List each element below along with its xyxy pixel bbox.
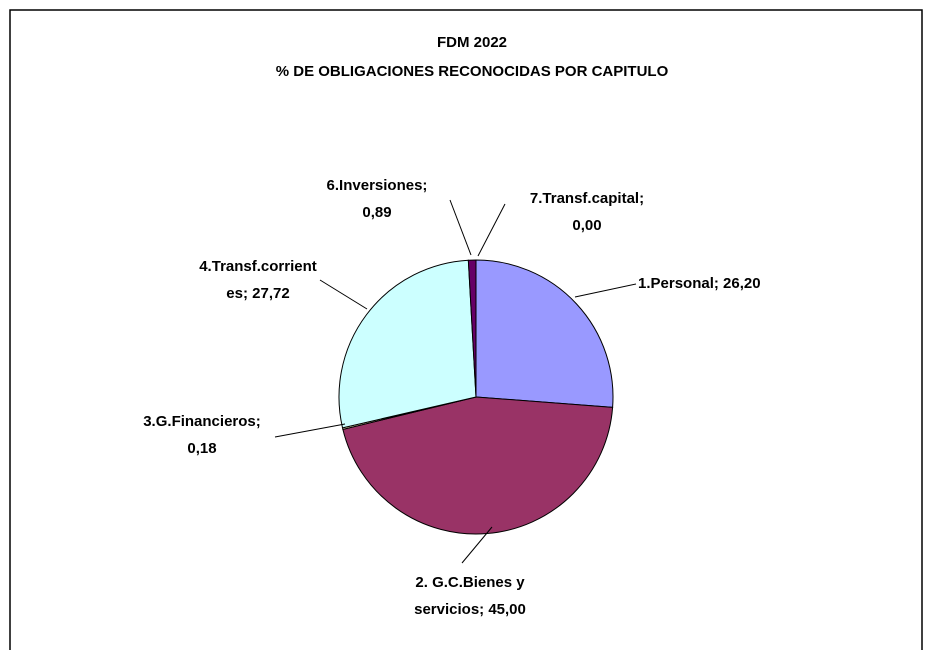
data-label: es; 27,72 (226, 285, 289, 302)
leader-line (319, 279, 368, 310)
data-label: 4.Transf.corrient (199, 258, 317, 275)
pie-slice (475, 259, 614, 408)
chart-subtitle: % DE OBLIGACIONES RECONOCIDAS POR CAPITU… (276, 63, 669, 80)
leader-line (449, 199, 472, 256)
data-label: 2. G.C.Bienes y (415, 574, 525, 591)
data-label: 1.Personal; 26,20 (638, 275, 761, 292)
pie-slice (338, 259, 477, 429)
leader-line (477, 203, 506, 257)
chart-title: FDM 2022 (437, 34, 507, 51)
leader-line (274, 423, 346, 438)
data-label: 0,00 (572, 217, 601, 234)
data-label: 0,18 (187, 440, 216, 457)
leader-line (461, 526, 493, 564)
data-label: 6.Inversiones; (327, 177, 428, 194)
data-label: 0,89 (362, 204, 391, 221)
data-label: 3.G.Financieros; (143, 413, 261, 430)
data-label: 7.Transf.capital; (530, 190, 644, 207)
data-label: servicios; 45,00 (414, 601, 526, 618)
leader-line (574, 283, 637, 298)
